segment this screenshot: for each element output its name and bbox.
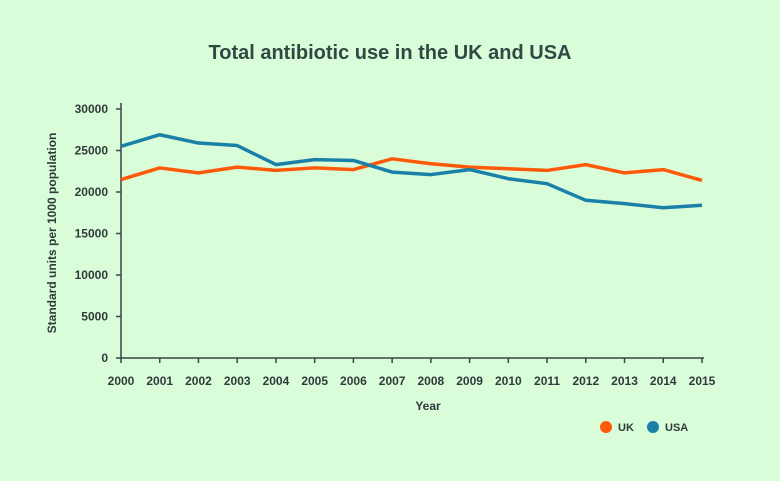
y-tick-label: 0	[101, 351, 108, 365]
x-tick-label: 2005	[301, 374, 328, 388]
legend-label-uk: UK	[618, 422, 634, 434]
x-tick-label: 2002	[185, 374, 212, 388]
x-tick-label: 2004	[263, 374, 290, 388]
series-line-uk	[120, 157, 703, 183]
chart-title: Total antibiotic use in the UK and USA	[208, 42, 572, 64]
x-tick-label: 2010	[495, 374, 522, 388]
x-tick-label: 2006	[340, 374, 367, 388]
x-axis-label: Year	[415, 399, 441, 413]
x-tick-label: 2008	[418, 374, 445, 388]
x-tick-label: 2007	[379, 374, 406, 388]
x-tick-label: 2014	[650, 374, 677, 388]
x-tick-label: 2011	[534, 374, 560, 388]
x-tick-label: 2013	[611, 374, 638, 388]
y-tick-label: 30000	[75, 102, 109, 116]
x-tick-label: 2012	[572, 374, 599, 388]
y-tick-label: 15000	[75, 227, 109, 241]
y-tick-label: 20000	[75, 185, 109, 199]
series-line-usa	[120, 132, 703, 210]
y-axis-label: Standard units per 1000 population	[45, 133, 59, 334]
y-tick-label: 25000	[75, 144, 109, 158]
legend-marker-uk	[600, 421, 612, 433]
x-tick-label: 2001	[146, 374, 173, 388]
x-tick-label: 2009	[456, 374, 483, 388]
x-tick-label: 2003	[224, 374, 251, 388]
y-tick-label: 10000	[75, 268, 109, 282]
legend-marker-usa	[647, 421, 659, 433]
legend-label-usa: USA	[665, 422, 688, 434]
y-tick-label: 5000	[81, 310, 108, 324]
x-tick-label: 2015	[689, 374, 716, 388]
x-tick-label: 2000	[108, 374, 135, 388]
